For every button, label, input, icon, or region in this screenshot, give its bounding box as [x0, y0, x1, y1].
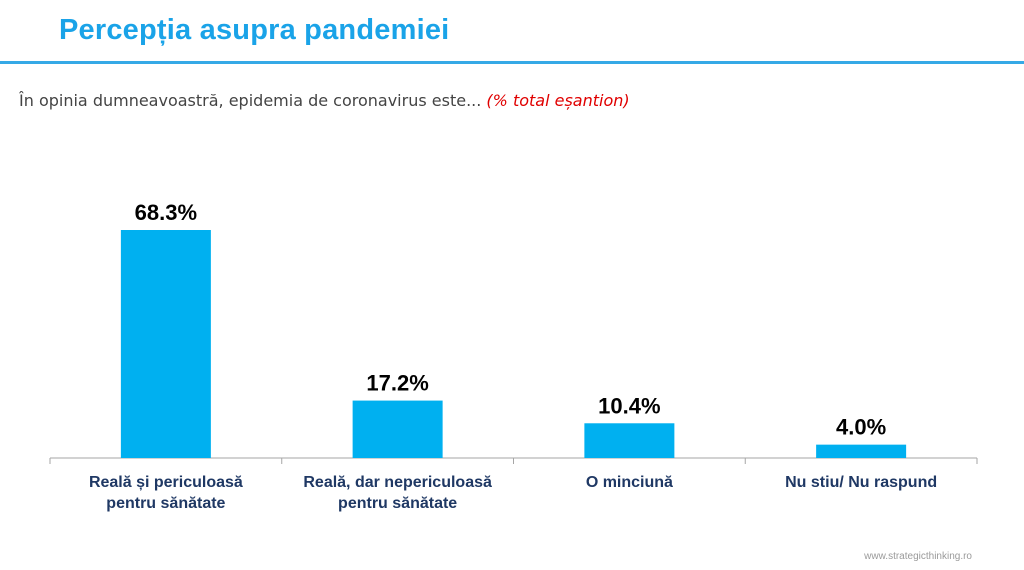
- category-label-1: Reală și periculoasă: [89, 474, 243, 491]
- category-label-3: O minciună: [586, 474, 673, 491]
- data-label-2: 17.2%: [366, 371, 428, 396]
- bar-4: [816, 444, 907, 458]
- data-label-3: 10.4%: [598, 393, 660, 418]
- title-divider: [0, 61, 1024, 64]
- question-note: (% total eșantion): [486, 91, 630, 110]
- page-title: Percepția asupra pandemiei: [59, 14, 450, 46]
- category-label-2: Reală, dar nepericuloasă: [303, 474, 492, 491]
- website-watermark: www.strategicthinking.ro: [864, 551, 972, 562]
- bar-1: [120, 230, 211, 458]
- category-label-1: pentru sănătate: [106, 495, 225, 512]
- category-label-4: Nu stiu/ Nu raspund: [785, 474, 937, 491]
- question-label: În opinia dumneavoastră, epidemia de cor…: [19, 91, 482, 110]
- question-text: În opinia dumneavoastră, epidemia de cor…: [19, 91, 630, 110]
- bar-3: [584, 423, 675, 458]
- data-label-1: 68.3%: [135, 200, 197, 225]
- category-label-2: pentru sănătate: [338, 495, 457, 512]
- bar-2: [352, 400, 443, 458]
- data-label-4: 4.0%: [836, 415, 886, 440]
